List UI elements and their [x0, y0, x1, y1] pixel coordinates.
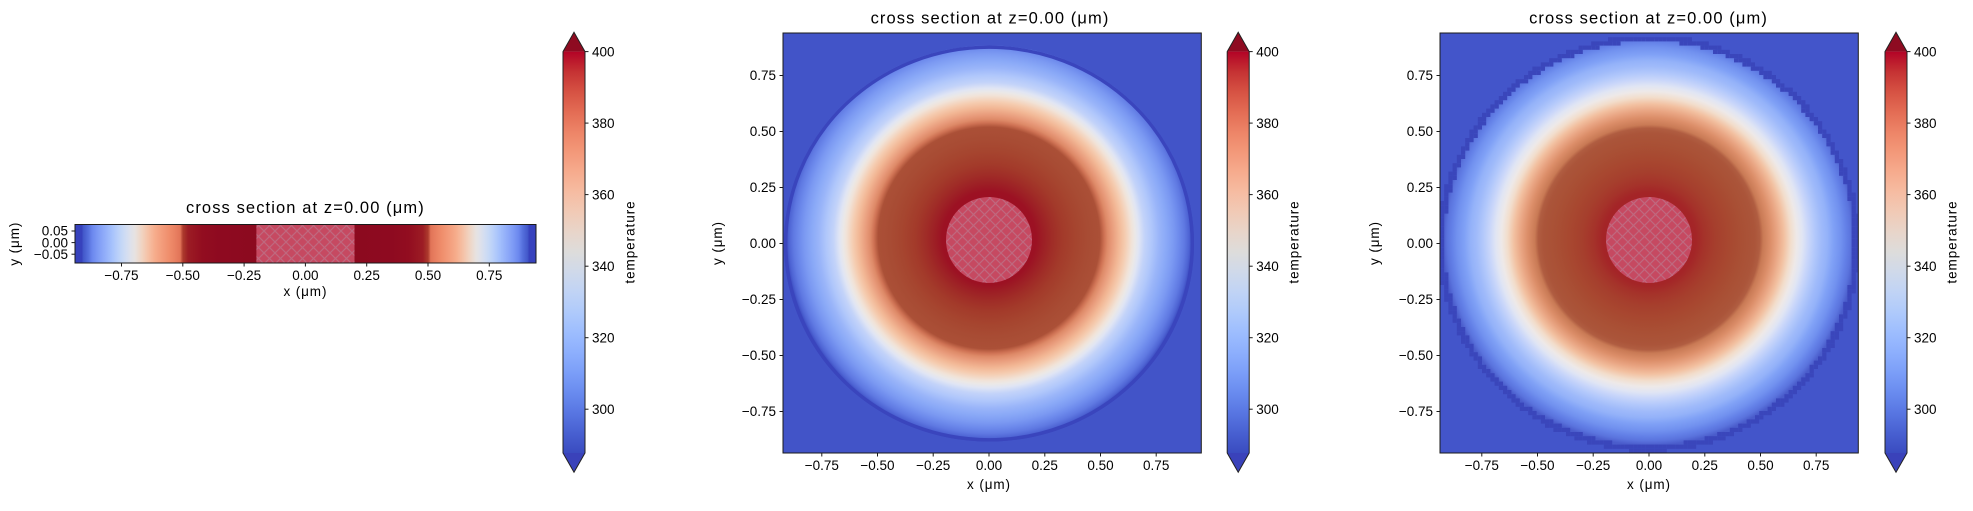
svg-text:0.75: 0.75 [750, 68, 776, 83]
svg-text:0.25: 0.25 [1692, 458, 1718, 473]
svg-text:0.75: 0.75 [1143, 458, 1169, 473]
svg-text:380: 380 [1914, 116, 1937, 131]
svg-text:320: 320 [1256, 330, 1279, 345]
svg-text:300: 300 [592, 402, 615, 417]
svg-text:−0.25: −0.25 [916, 458, 950, 473]
svg-text:400: 400 [1256, 44, 1279, 59]
svg-text:temperature: temperature [1945, 200, 1960, 283]
svg-text:temperature: temperature [1287, 200, 1302, 283]
svg-text:temperature: temperature [623, 200, 638, 283]
svg-text:0.00: 0.00 [1636, 458, 1662, 473]
svg-text:y (μm): y (μm) [1367, 221, 1382, 265]
svg-text:x (μm): x (μm) [967, 477, 1011, 492]
svg-text:−0.75: −0.75 [1399, 404, 1433, 419]
svg-text:−0.75: −0.75 [805, 458, 839, 473]
svg-text:400: 400 [1914, 44, 1937, 59]
svg-text:320: 320 [1914, 330, 1937, 345]
svg-text:0.00: 0.00 [976, 458, 1002, 473]
svg-text:0.50: 0.50 [1747, 458, 1773, 473]
svg-text:360: 360 [1914, 187, 1937, 202]
svg-text:−0.25: −0.25 [227, 268, 261, 283]
svg-text:0.50: 0.50 [750, 124, 776, 139]
svg-text:y (μm): y (μm) [710, 221, 725, 265]
svg-text:0.25: 0.25 [750, 180, 776, 195]
svg-text:0.50: 0.50 [1087, 458, 1113, 473]
svg-text:0.25: 0.25 [354, 268, 380, 283]
svg-text:−0.05: −0.05 [34, 247, 68, 262]
svg-text:−0.50: −0.50 [860, 458, 894, 473]
svg-text:300: 300 [1914, 402, 1937, 417]
svg-text:340: 340 [592, 259, 615, 274]
svg-text:−0.50: −0.50 [166, 268, 200, 283]
svg-text:340: 340 [1256, 259, 1279, 274]
svg-text:0.00: 0.00 [42, 235, 68, 250]
svg-text:0.00: 0.00 [750, 236, 776, 251]
svg-text:−0.25: −0.25 [742, 292, 776, 307]
svg-text:y (μm): y (μm) [7, 222, 22, 266]
svg-text:0.25: 0.25 [1032, 458, 1058, 473]
svg-text:0.00: 0.00 [1407, 236, 1433, 251]
svg-text:−0.50: −0.50 [742, 348, 776, 363]
svg-text:0.75: 0.75 [1803, 458, 1829, 473]
svg-text:380: 380 [592, 116, 615, 131]
svg-text:−0.75: −0.75 [104, 268, 138, 283]
svg-text:cross section at z=0.00 (μm): cross section at z=0.00 (μm) [871, 10, 1110, 28]
svg-text:360: 360 [1256, 187, 1279, 202]
svg-text:−0.50: −0.50 [1399, 348, 1433, 363]
svg-text:340: 340 [1914, 259, 1937, 274]
svg-text:0.25: 0.25 [1407, 180, 1433, 195]
svg-text:−0.25: −0.25 [1399, 292, 1433, 307]
svg-text:−0.25: −0.25 [1576, 458, 1610, 473]
svg-text:−0.75: −0.75 [1465, 458, 1499, 473]
svg-text:−0.75: −0.75 [742, 404, 776, 419]
svg-text:x (μm): x (μm) [1627, 477, 1671, 492]
svg-text:x (μm): x (μm) [283, 284, 327, 299]
svg-text:380: 380 [1256, 116, 1279, 131]
svg-text:320: 320 [592, 330, 615, 345]
svg-text:0.50: 0.50 [415, 268, 441, 283]
svg-text:0.50: 0.50 [1407, 124, 1433, 139]
svg-text:300: 300 [1256, 402, 1279, 417]
svg-text:−0.50: −0.50 [1520, 458, 1554, 473]
svg-text:cross section at z=0.00 (μm): cross section at z=0.00 (μm) [186, 199, 425, 217]
svg-text:0.75: 0.75 [1407, 68, 1433, 83]
svg-text:400: 400 [592, 44, 615, 59]
svg-text:0.05: 0.05 [42, 224, 68, 239]
svg-text:0.75: 0.75 [476, 268, 502, 283]
svg-text:360: 360 [592, 187, 615, 202]
svg-text:0.00: 0.00 [292, 268, 318, 283]
svg-text:cross section at z=0.00 (μm): cross section at z=0.00 (μm) [1529, 10, 1768, 28]
